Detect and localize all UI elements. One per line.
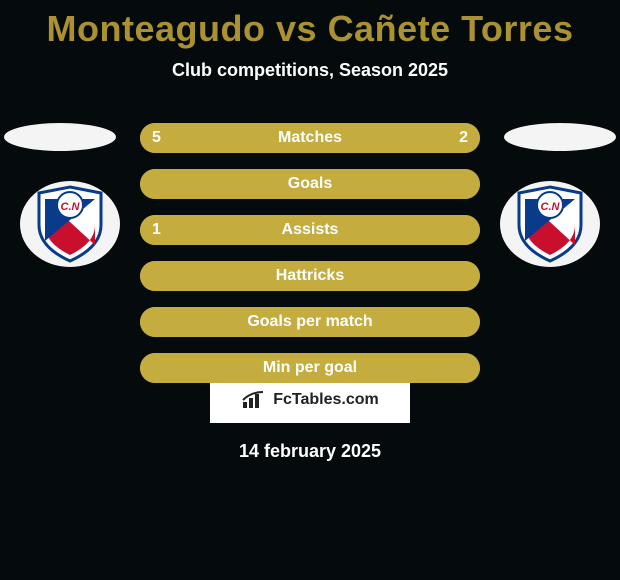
left-club-crest: C.N [20, 181, 120, 267]
right-club-crest: C.N [500, 181, 600, 267]
bar-label: Goals [288, 175, 332, 193]
vs-text: vs [276, 8, 317, 49]
player1-name: Monteagudo [47, 8, 266, 49]
stat-bar: Matches 5 2 [140, 123, 480, 153]
comparison-infographic: Monteagudo vs Cañete Torres Club competi… [0, 0, 620, 580]
crest-text: C.N [61, 201, 81, 213]
stat-bar: Hattricks [140, 261, 480, 291]
stat-bar: Goals [140, 169, 480, 199]
bar-value-left: 5 [152, 129, 161, 147]
crest-text: C.N [541, 201, 561, 213]
bar-label: Assists [282, 221, 339, 239]
subtitle: Club competitions, Season 2025 [0, 60, 620, 81]
stat-bar: Assists 1 [140, 215, 480, 245]
shield-icon: C.N [515, 185, 585, 263]
bar-label: Hattricks [276, 267, 344, 285]
stat-bar: Min per goal [140, 353, 480, 383]
shield-icon: C.N [35, 185, 105, 263]
stat-bar: Goals per match [140, 307, 480, 337]
bar-value-right: 2 [459, 129, 468, 147]
bar-fill-left [140, 123, 381, 153]
bar-label: Matches [278, 129, 342, 147]
player2-name: Cañete Torres [328, 8, 574, 49]
date-text: 14 february 2025 [0, 441, 620, 462]
left-player-ellipse [4, 123, 116, 151]
bar-label: Min per goal [263, 359, 357, 377]
bars-container: Matches 5 2 Goals Assists 1 Hattricks Goals per… [140, 123, 480, 399]
bar-value-left: 1 [152, 221, 161, 239]
right-player-ellipse [504, 123, 616, 151]
bar-label: Goals per match [247, 313, 372, 331]
page-title: Monteagudo vs Cañete Torres [0, 0, 620, 50]
